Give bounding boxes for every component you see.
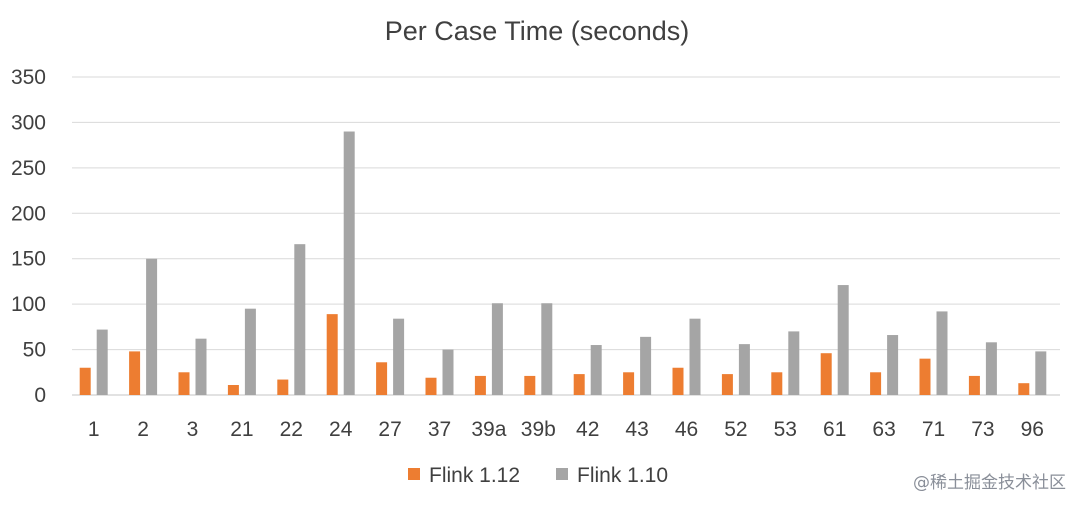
y-tick-label: 150 <box>11 248 46 271</box>
legend-label-0: Flink 1.12 <box>429 464 520 487</box>
bar-flink-1-10-37 <box>442 349 454 395</box>
y-axis-ticks: 0 50 100 150 200 250 300 350 <box>11 66 46 407</box>
bar-flink-1-12-46 <box>672 367 684 395</box>
bar-flink-1-10-2 <box>146 258 158 395</box>
chart-title: Per Case Time (seconds) <box>385 16 690 46</box>
bar-flink-1-10-43 <box>640 336 652 395</box>
bar-flink-1-12-39b <box>524 375 536 395</box>
x-tick-label: 43 <box>625 418 648 441</box>
bar-flink-1-12-22 <box>277 379 289 395</box>
bar-flink-1-12-53 <box>771 372 783 395</box>
x-tick-label: 21 <box>230 418 253 441</box>
bars <box>79 131 1047 395</box>
x-tick-label: 1 <box>88 418 100 441</box>
x-tick-label: 24 <box>329 418 353 441</box>
x-tick-label: 63 <box>872 418 895 441</box>
bar-flink-1-12-24 <box>326 314 338 395</box>
y-tick-label: 100 <box>11 293 46 316</box>
bar-flink-1-10-52 <box>738 344 750 395</box>
bar-flink-1-12-1 <box>79 367 91 395</box>
bar-flink-1-12-71 <box>919 358 931 395</box>
x-tick-label: 27 <box>378 418 401 441</box>
x-axis-ticks: 1 2 3 21 22 24 27 37 39a 39b 42 43 46 52 53 61 63 71 73 96 <box>88 418 1044 441</box>
bar-flink-1-12-61 <box>820 353 832 395</box>
bar-flink-1-10-63 <box>887 335 899 395</box>
x-tick-label: 96 <box>1021 418 1044 441</box>
bar-flink-1-12-39a <box>474 375 486 395</box>
y-tick-label: 0 <box>34 384 46 407</box>
bar-flink-1-10-27 <box>393 318 405 395</box>
bar-flink-1-10-73 <box>985 342 997 395</box>
grid-lines <box>72 76 1060 351</box>
bar-flink-1-10-53 <box>788 331 800 395</box>
bar-flink-1-12-3 <box>178 372 190 395</box>
bar-flink-1-10-3 <box>195 338 207 395</box>
y-tick-label: 350 <box>11 66 46 89</box>
x-tick-label: 46 <box>675 418 698 441</box>
legend: Flink 1.12 Flink 1.10 <box>408 464 668 487</box>
bar-flink-1-10-24 <box>343 131 355 395</box>
bar-flink-1-10-22 <box>294 244 306 395</box>
x-tick-label: 2 <box>137 418 149 441</box>
bar-flink-1-12-52 <box>721 374 733 395</box>
x-tick-label: 61 <box>823 418 846 441</box>
y-tick-label: 250 <box>11 157 46 180</box>
bar-flink-1-10-42 <box>590 345 602 395</box>
bar-flink-1-10-71 <box>936 311 948 395</box>
x-tick-label: 37 <box>428 418 451 441</box>
x-tick-label: 22 <box>280 418 303 441</box>
bar-flink-1-12-2 <box>129 351 141 395</box>
bar-flink-1-12-42 <box>573 374 585 395</box>
x-tick-label: 39a <box>471 418 506 441</box>
legend-swatch-0 <box>408 468 420 480</box>
x-tick-label: 53 <box>774 418 797 441</box>
bar-flink-1-12-96 <box>1018 383 1030 395</box>
bar-flink-1-10-39b <box>541 303 553 395</box>
x-tick-label: 71 <box>922 418 945 441</box>
x-tick-label: 3 <box>187 418 199 441</box>
bar-flink-1-10-39a <box>491 303 503 395</box>
bar-flink-1-12-43 <box>623 372 635 395</box>
x-tick-label: 39b <box>521 418 556 441</box>
legend-swatch-1 <box>556 468 568 480</box>
bar-flink-1-10-1 <box>96 329 108 395</box>
bar-flink-1-10-96 <box>1035 351 1047 395</box>
watermark: @稀土掘金技术社区 <box>913 473 1066 493</box>
x-tick-label: 42 <box>576 418 599 441</box>
bar-flink-1-10-61 <box>837 285 849 395</box>
bar-flink-1-12-73 <box>968 375 980 395</box>
bar-flink-1-12-21 <box>227 385 239 395</box>
y-tick-label: 50 <box>23 339 46 362</box>
x-tick-label: 52 <box>724 418 747 441</box>
bar-flink-1-12-63 <box>870 372 882 395</box>
x-tick-label: 73 <box>971 418 994 441</box>
bar-flink-1-10-46 <box>689 318 701 395</box>
bar-flink-1-10-21 <box>244 308 256 395</box>
y-tick-label: 200 <box>11 202 46 225</box>
y-tick-label: 300 <box>11 111 46 134</box>
bar-flink-1-12-27 <box>376 362 388 395</box>
legend-label-1: Flink 1.10 <box>577 464 668 487</box>
bar-flink-1-12-37 <box>425 377 437 395</box>
